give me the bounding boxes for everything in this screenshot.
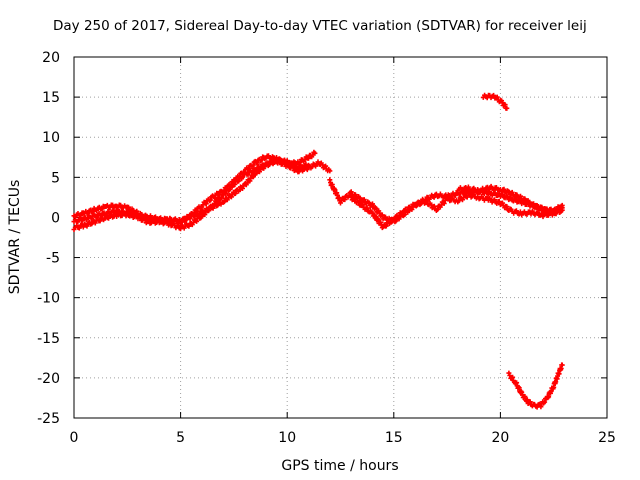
y-tick-label: -25	[37, 411, 60, 427]
y-axis-label: SDTVAR / TECUs	[7, 180, 23, 295]
chart-title: Day 250 of 2017, Sidereal Day-to-day VTE…	[53, 18, 587, 34]
x-tick-label: 10	[278, 430, 296, 446]
plot-frame	[73, 56, 608, 419]
x-axis-label: GPS time / hours	[281, 458, 398, 474]
y-tick-label: -15	[37, 331, 60, 347]
x-tick-label: 25	[598, 430, 616, 446]
series-track-f	[455, 184, 565, 216]
y-tick-label: -5	[46, 251, 60, 267]
series-track-e	[348, 191, 565, 231]
tick-labels: 0 5 10 15 20 25 20 15 10 5 0 -5 -10 -15 -20 -25	[37, 50, 616, 446]
axis-ticks	[73, 56, 608, 419]
y-tick-label: 20	[42, 50, 60, 66]
data-series	[71, 92, 565, 410]
x-tick-label: 5	[176, 430, 185, 446]
series-markers	[455, 184, 565, 216]
x-tick-label: 20	[491, 430, 509, 446]
y-tick-label: -10	[37, 291, 60, 307]
y-tick-label: 0	[51, 210, 60, 226]
series-markers	[71, 156, 312, 225]
x-tick-label: 15	[385, 430, 403, 446]
y-tick-label: 10	[42, 130, 60, 146]
series-track-g	[480, 92, 510, 111]
y-tick-label: 5	[51, 170, 60, 186]
series-track-c	[71, 156, 312, 225]
series-track-h	[506, 362, 565, 410]
y-tick-label: 15	[42, 90, 60, 106]
y-tick-label: -20	[37, 371, 60, 387]
series-markers	[348, 191, 565, 231]
series-markers	[506, 362, 565, 410]
x-tick-label: 0	[70, 430, 79, 446]
series-markers	[480, 92, 510, 111]
